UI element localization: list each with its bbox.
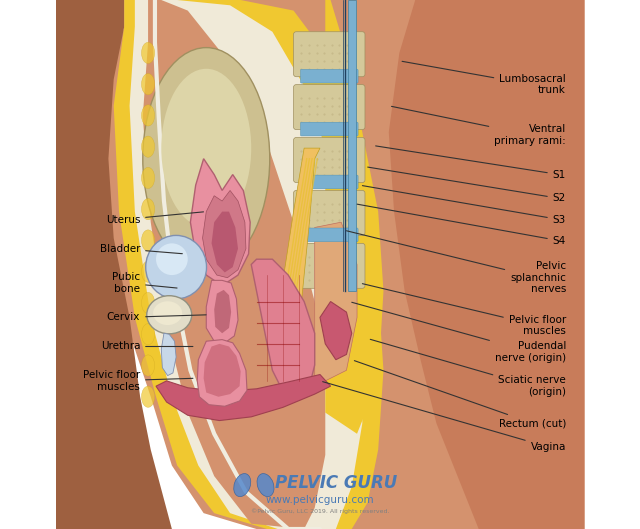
Polygon shape bbox=[315, 222, 357, 386]
Polygon shape bbox=[103, 0, 584, 529]
Polygon shape bbox=[114, 0, 383, 529]
Ellipse shape bbox=[141, 324, 155, 345]
Text: Pubic
bone: Pubic bone bbox=[112, 272, 177, 294]
FancyBboxPatch shape bbox=[300, 175, 358, 189]
FancyBboxPatch shape bbox=[294, 85, 365, 130]
Polygon shape bbox=[214, 290, 231, 333]
Ellipse shape bbox=[141, 386, 155, 407]
Polygon shape bbox=[206, 280, 238, 343]
Polygon shape bbox=[278, 148, 320, 381]
Ellipse shape bbox=[141, 198, 155, 220]
FancyBboxPatch shape bbox=[300, 122, 358, 136]
FancyBboxPatch shape bbox=[300, 69, 358, 83]
Text: Cervix: Cervix bbox=[107, 313, 206, 322]
Ellipse shape bbox=[147, 296, 192, 334]
Ellipse shape bbox=[141, 105, 155, 126]
FancyBboxPatch shape bbox=[294, 32, 365, 77]
Polygon shape bbox=[348, 0, 356, 291]
Ellipse shape bbox=[234, 473, 251, 497]
Text: Pelvic floor
muscles: Pelvic floor muscles bbox=[362, 284, 566, 336]
FancyBboxPatch shape bbox=[300, 228, 358, 242]
Polygon shape bbox=[197, 340, 247, 406]
Ellipse shape bbox=[143, 48, 269, 270]
Ellipse shape bbox=[257, 473, 274, 497]
Polygon shape bbox=[320, 302, 352, 360]
Text: Pudendal
nerve (origin): Pudendal nerve (origin) bbox=[352, 302, 566, 362]
Text: www.pelvicguru.com: www.pelvicguru.com bbox=[266, 496, 374, 505]
Text: Uterus: Uterus bbox=[106, 212, 204, 224]
Ellipse shape bbox=[141, 74, 155, 95]
Ellipse shape bbox=[141, 42, 155, 63]
Ellipse shape bbox=[146, 235, 207, 299]
Polygon shape bbox=[190, 159, 250, 286]
Polygon shape bbox=[252, 259, 315, 397]
Ellipse shape bbox=[141, 167, 155, 188]
Ellipse shape bbox=[161, 69, 252, 227]
Text: S4: S4 bbox=[357, 204, 566, 245]
Ellipse shape bbox=[156, 243, 188, 275]
Text: S1: S1 bbox=[376, 146, 566, 179]
Polygon shape bbox=[204, 344, 241, 397]
Text: Pelvic floor
muscles: Pelvic floor muscles bbox=[83, 370, 193, 391]
Polygon shape bbox=[203, 190, 246, 278]
Text: S2: S2 bbox=[368, 167, 566, 203]
Ellipse shape bbox=[153, 301, 182, 325]
Text: Urethra: Urethra bbox=[100, 342, 193, 351]
Text: Sciatic nerve
(origin): Sciatic nerve (origin) bbox=[371, 339, 566, 397]
Text: Rectum (cut): Rectum (cut) bbox=[355, 361, 566, 428]
Polygon shape bbox=[161, 333, 176, 376]
Polygon shape bbox=[212, 212, 238, 272]
Text: S3: S3 bbox=[362, 186, 566, 224]
Text: Vagina: Vagina bbox=[323, 381, 566, 452]
Ellipse shape bbox=[141, 230, 155, 251]
FancyBboxPatch shape bbox=[294, 138, 365, 183]
Text: Bladder: Bladder bbox=[100, 244, 182, 254]
Polygon shape bbox=[129, 0, 362, 529]
FancyBboxPatch shape bbox=[294, 190, 365, 235]
Text: Lumbosacral
trunk: Lumbosacral trunk bbox=[402, 61, 566, 95]
Text: PELVIC GURU: PELVIC GURU bbox=[275, 474, 397, 492]
Text: Ventral
primary rami:: Ventral primary rami: bbox=[392, 106, 566, 145]
Ellipse shape bbox=[141, 261, 155, 282]
FancyBboxPatch shape bbox=[294, 243, 365, 288]
Polygon shape bbox=[325, 0, 383, 434]
Polygon shape bbox=[156, 375, 331, 421]
Ellipse shape bbox=[141, 136, 155, 157]
Text: Pelvic
splanchnic
nerves: Pelvic splanchnic nerves bbox=[346, 231, 566, 294]
Ellipse shape bbox=[141, 293, 155, 314]
Polygon shape bbox=[143, 0, 325, 529]
Text: ©Pelvic Guru, LLC 2019. All rights reserved.: ©Pelvic Guru, LLC 2019. All rights reser… bbox=[251, 509, 389, 514]
Ellipse shape bbox=[141, 355, 155, 376]
Polygon shape bbox=[56, 0, 172, 529]
Polygon shape bbox=[388, 0, 584, 529]
